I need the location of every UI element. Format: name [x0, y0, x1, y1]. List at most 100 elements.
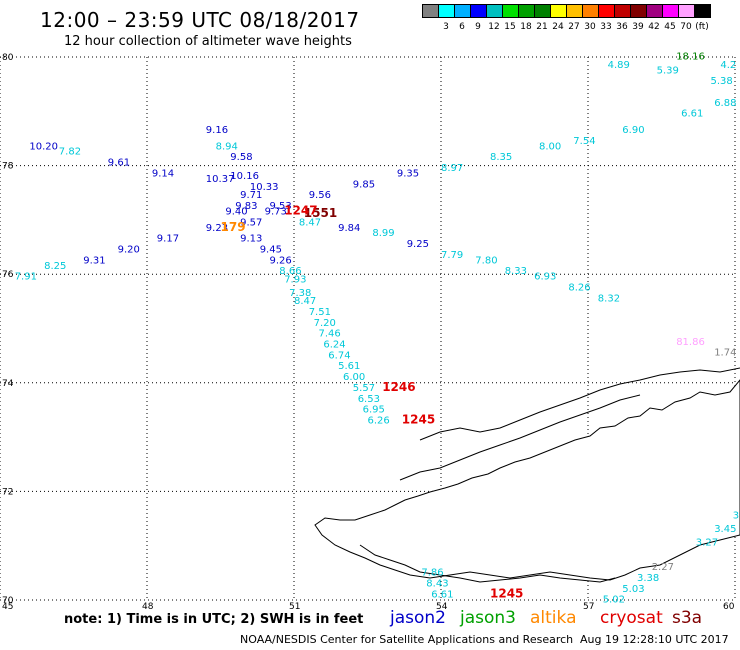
- wave-height-label: 7.79: [441, 250, 463, 261]
- wave-height-label: 8.47: [294, 296, 316, 307]
- wave-height-label: 8.99: [372, 228, 394, 239]
- wave-height-label: 8.26: [568, 282, 590, 293]
- color-scale-tick-label: 30: [584, 22, 596, 32]
- footer-date: Aug 19 12:28:10 UTC 2017: [580, 633, 729, 646]
- wave-height-label: 9.13: [240, 234, 262, 245]
- wave-height-label: 81.86: [676, 337, 705, 348]
- wave-height-label: 8.00: [539, 141, 561, 152]
- wave-height-label: 9.20: [118, 244, 140, 255]
- wave-height-label: 6.61: [431, 589, 453, 600]
- wave-height-label: 179: [221, 220, 246, 234]
- wave-height-label: 6.88: [714, 98, 736, 109]
- map-subtitle: 12 hour collection of altimeter wave hei…: [64, 34, 352, 49]
- wave-height-label: 8.94: [216, 141, 238, 152]
- wave-height-label: 9.84: [338, 223, 360, 234]
- wave-height-label: 5.38: [711, 76, 733, 87]
- color-scale-cell: [694, 4, 711, 18]
- novaya-zemlya-north-coast: [314, 379, 740, 581]
- wave-height-label: 9.73: [265, 206, 287, 217]
- wave-height-label: 1245: [402, 413, 435, 427]
- color-scale-tick-label: 24: [552, 22, 564, 32]
- wave-height-label: 9.17: [157, 234, 179, 245]
- color-scale-tick-label: 3: [443, 22, 449, 32]
- latitude-label: 80: [2, 53, 14, 63]
- color-scale-tick-label: 45: [664, 22, 676, 32]
- wave-height-label: 8.66: [279, 266, 301, 277]
- latitude-label: 78: [2, 162, 14, 172]
- map-title: 12:00 – 23:59 UTC 08/18/2017: [40, 8, 360, 32]
- wave-height-label: 9.40: [225, 206, 247, 217]
- wave-height-label: 7.80: [475, 255, 497, 266]
- wave-height-label: 9.83: [235, 201, 257, 212]
- wave-height-label: 1245: [490, 586, 523, 600]
- color-scale-tick-label: 42: [648, 22, 660, 32]
- wave-height-label: 3: [733, 511, 739, 522]
- wave-height-label: 7.20: [314, 318, 336, 329]
- wave-height-label: 6.90: [622, 125, 644, 136]
- legend-jason2: jason2: [390, 608, 446, 628]
- wave-height-label: 5.61: [338, 361, 360, 372]
- footer-credit: NOAA/NESDIS Center for Satellite Applica…: [240, 633, 574, 646]
- latitude-label: 74: [2, 379, 14, 389]
- longitude-label: 51: [289, 602, 300, 612]
- note-text: note: 1) Time is in UTC; 2) SWH is in fe…: [64, 612, 364, 627]
- wave-height-label: 8.33: [505, 266, 527, 277]
- wave-height-label: 3.45: [714, 524, 736, 535]
- wave-height-label: 1246: [382, 380, 415, 394]
- peninsula-coast: [419, 367, 740, 441]
- wave-height-label: 6.61: [681, 109, 703, 120]
- wave-height-label: 6.93: [534, 272, 556, 283]
- wave-height-label: 5.57: [353, 383, 375, 394]
- color-scale-tick-label: 21: [536, 22, 548, 32]
- wave-height-label: 7.51: [309, 307, 331, 318]
- wave-height-label: 8.47: [299, 217, 321, 228]
- wave-height-label: 5.39: [657, 65, 679, 76]
- wave-height-label: 6.74: [328, 350, 350, 361]
- longitude-label: 57: [583, 602, 594, 612]
- wave-height-label: 7.46: [319, 329, 341, 340]
- color-scale-tick-label: 39: [632, 22, 644, 32]
- wave-height-label: 9.31: [83, 255, 105, 266]
- wave-height-label: 9.26: [270, 255, 292, 266]
- wave-height-label: 7.82: [59, 147, 81, 158]
- longitude-label: 54: [436, 602, 448, 612]
- legend-jason3: jason3: [460, 608, 516, 628]
- wave-height-label: 1551: [304, 206, 337, 220]
- wave-height-label: 9.61: [108, 158, 130, 169]
- color-scale-tick-label: 6: [459, 22, 465, 32]
- southern-coast: [359, 544, 616, 583]
- color-scale-bar: [422, 4, 711, 18]
- wave-height-label: 4.2: [720, 60, 736, 71]
- latitude-label: 72: [2, 487, 13, 497]
- wave-height-label: 8.35: [490, 152, 512, 163]
- color-scale-tick-label: 36: [616, 22, 628, 32]
- coastline: [314, 367, 740, 583]
- color-scale-tick-label: 33: [600, 22, 612, 32]
- wave-height-label: 6.24: [323, 340, 345, 351]
- wave-height-label: 9.56: [309, 190, 331, 201]
- color-scale-tick-label: 27: [568, 22, 580, 32]
- wave-height-label: 9.57: [240, 217, 262, 228]
- legend-altika: altika: [530, 608, 577, 628]
- legend-cryosat: cryosat: [600, 608, 663, 628]
- wave-height-label: 7.86: [421, 568, 443, 579]
- longitude-label: 48: [142, 602, 154, 612]
- wave-height-label: 6.26: [368, 416, 390, 427]
- wave-height-label: 10.20: [29, 141, 58, 152]
- color-scale-tick-label: 70: [680, 22, 692, 32]
- wave-height-label: 5.03: [622, 584, 644, 595]
- wave-height-label: 7.93: [284, 274, 306, 285]
- wave-height-label: 9.71: [240, 190, 262, 201]
- wave-height-label: 1.74: [714, 348, 736, 359]
- wave-height-label: 3.27: [696, 538, 718, 549]
- wave-height-label: 10.16: [230, 171, 259, 182]
- wave-height-label: 8.32: [598, 293, 620, 304]
- color-scale-tick-label: 9: [475, 22, 481, 32]
- wave-height-label: 9.25: [407, 239, 429, 250]
- wave-height-label: 1247: [284, 203, 317, 217]
- wave-height-label: 9.85: [353, 179, 375, 190]
- longitude-label: 45: [2, 602, 13, 612]
- wave-height-label: 9.16: [206, 125, 228, 136]
- wave-height-label: 9.23: [206, 223, 228, 234]
